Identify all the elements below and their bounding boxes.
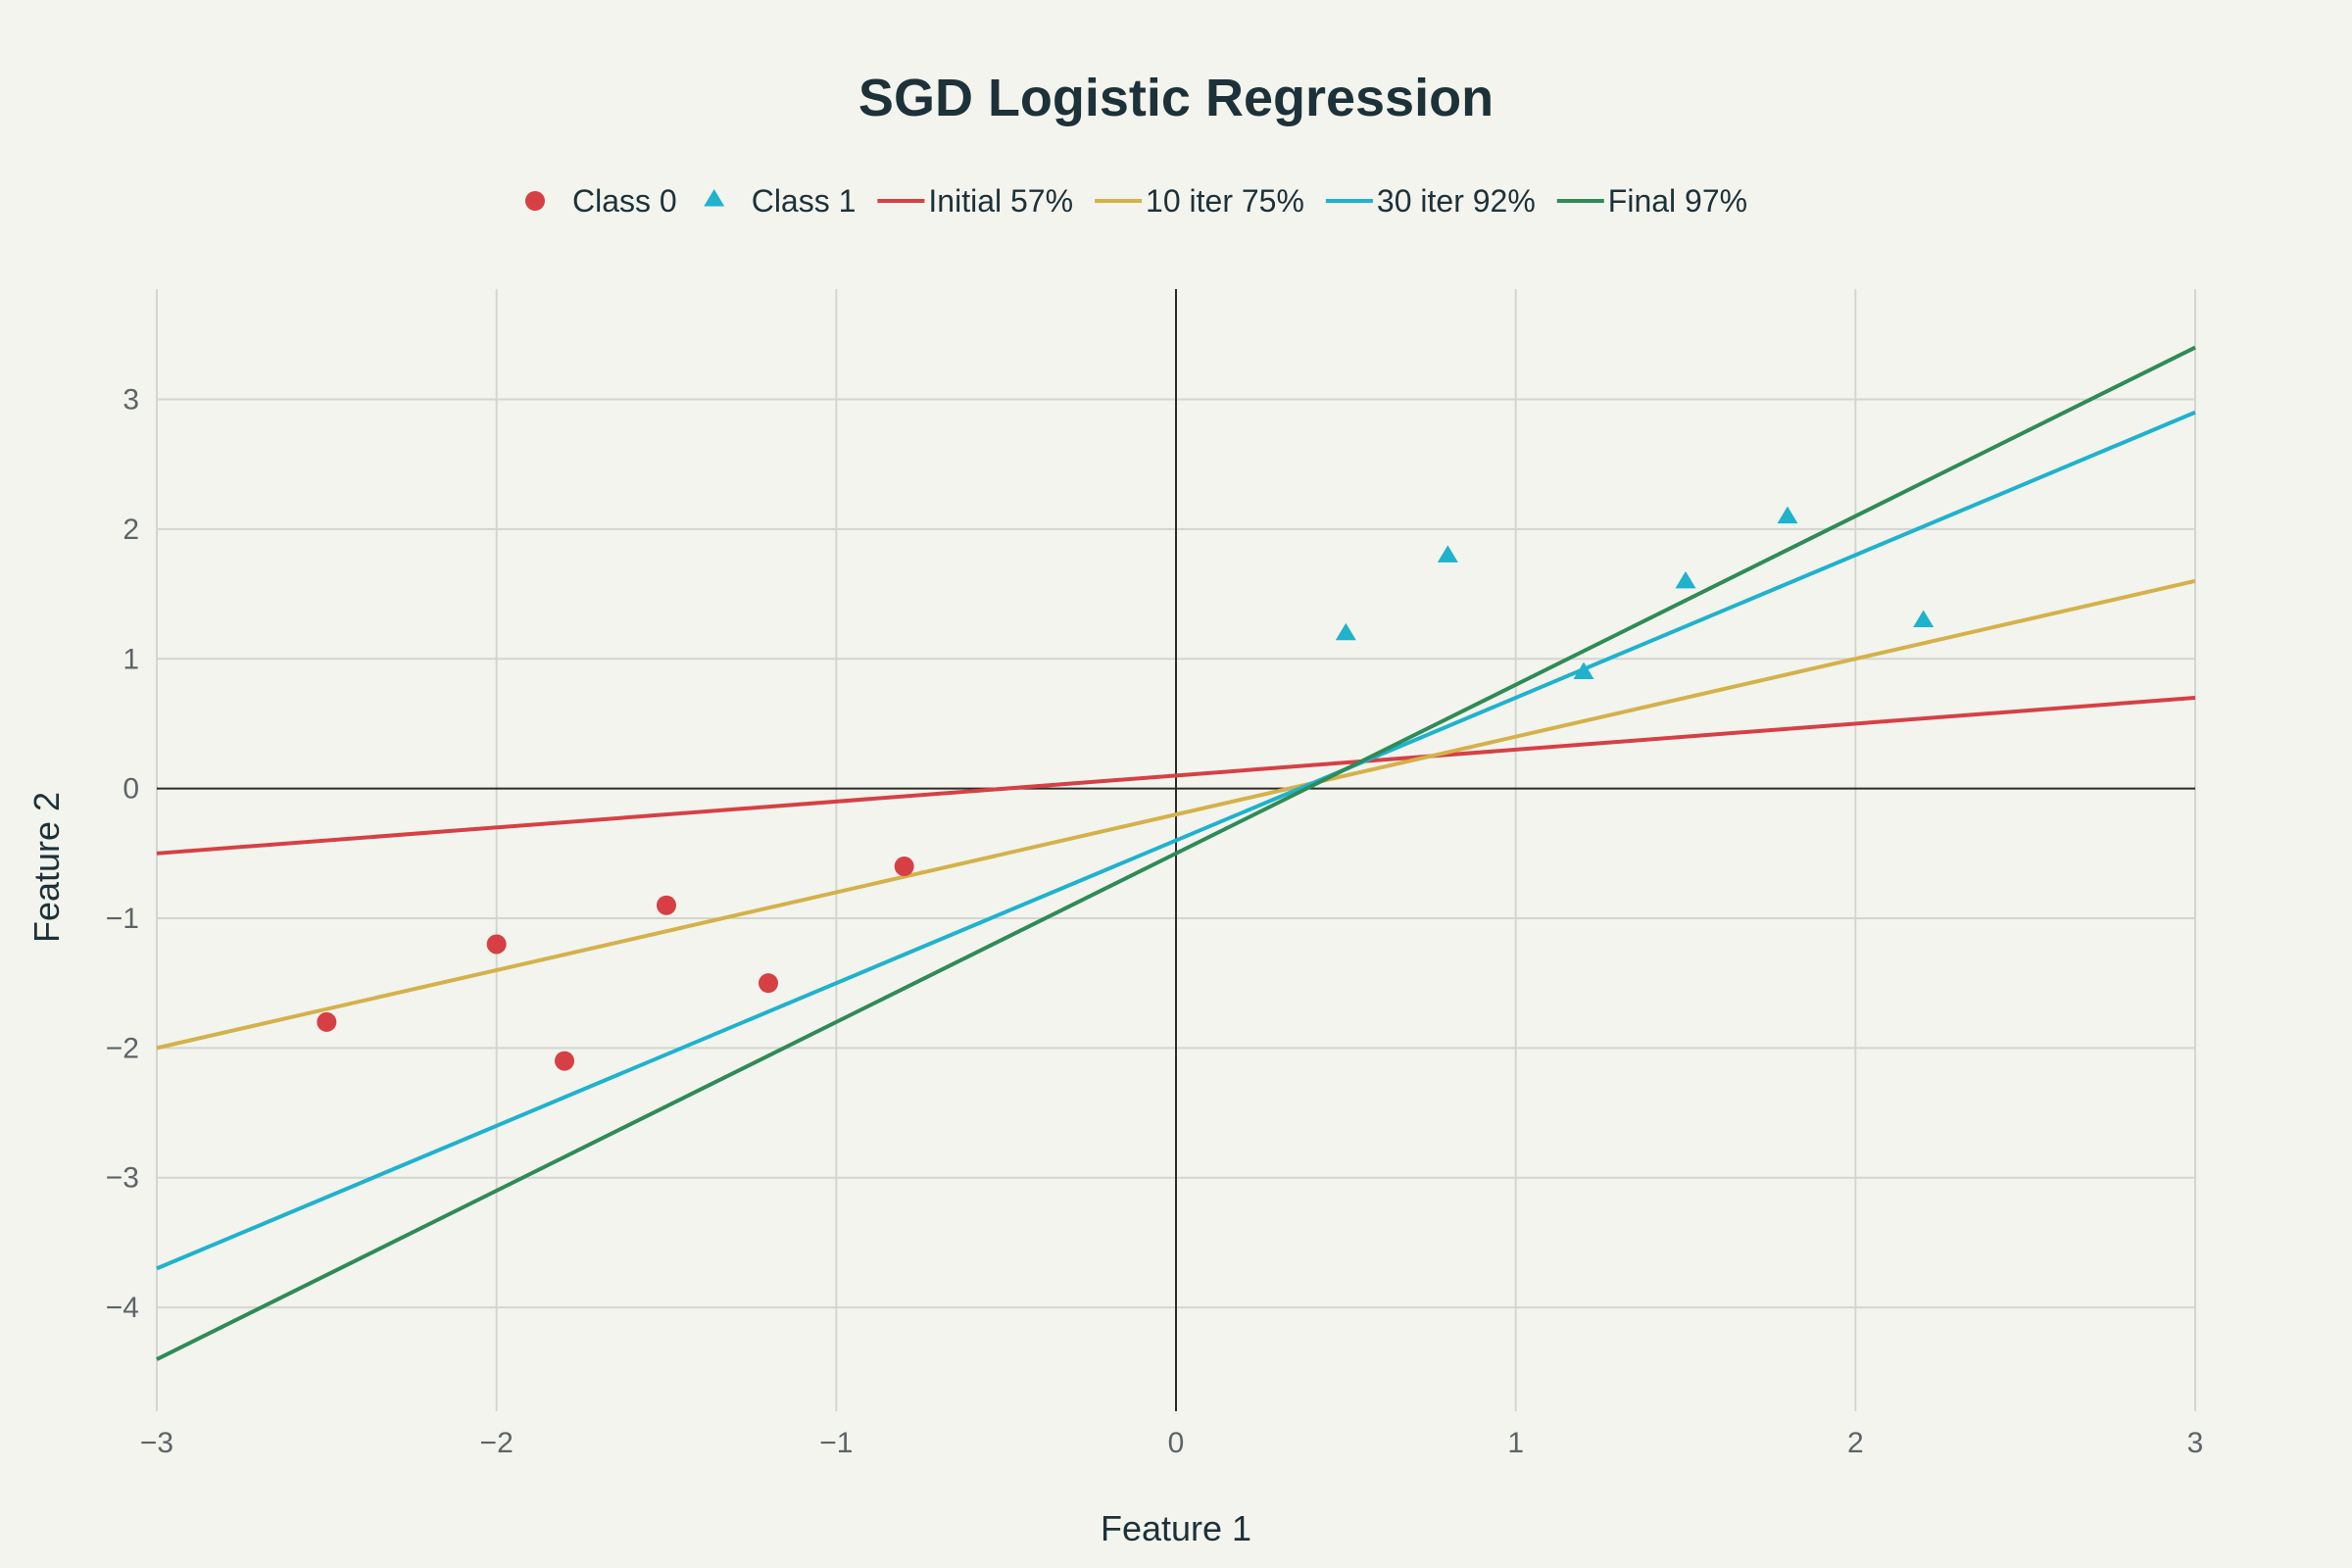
y-tick-label: 3	[122, 384, 139, 416]
legend: Class 0 Class 1 Initial 57% 10 iter 75% 30 i…	[525, 183, 1747, 219]
y-tick-label: 0	[122, 773, 139, 806]
x-tick-label: 3	[2187, 1427, 2204, 1459]
legend-label: Class 0	[572, 183, 677, 219]
chart-title: SGD Logistic Regression	[858, 69, 1494, 127]
x-tick-label: −2	[480, 1427, 514, 1459]
class-0-point	[657, 895, 676, 915]
legend-marker-circle	[525, 191, 545, 211]
y-tick-label: −1	[106, 903, 139, 935]
legend-label: Initial 57%	[928, 183, 1073, 219]
x-tick-label: 0	[1168, 1427, 1185, 1459]
legend-item-2[interactable]: Initial 57%	[877, 183, 1073, 219]
series-line-4	[156, 410, 2196, 1271]
class-0-point	[317, 1011, 337, 1032]
y-tick-label: −2	[106, 1032, 139, 1064]
x-axis-title: Feature 1	[1101, 1508, 1251, 1548]
x-tick-label: 1	[1507, 1427, 1524, 1459]
y-tick-label: 2	[122, 514, 139, 546]
legend-label: Final 97%	[1608, 183, 1747, 219]
class-0-point	[486, 934, 507, 955]
y-axis-title: Feature 2	[26, 792, 67, 943]
x-tick-labels: −3 −2 −1 0 1 2 3	[140, 1427, 2203, 1459]
class-1-point	[1913, 610, 1935, 628]
legend-item-3[interactable]: 10 iter 75%	[1095, 183, 1304, 219]
x-tick-label: 2	[1847, 1427, 1864, 1459]
legend-marker-triangle	[704, 189, 725, 207]
y-tick-label: −3	[106, 1162, 139, 1195]
class-1-point	[1573, 662, 1594, 679]
series-lines	[156, 345, 2196, 1361]
legend-item-4[interactable]: 30 iter 92%	[1325, 183, 1536, 219]
class-0-point	[759, 973, 778, 994]
class-0-point	[894, 857, 914, 877]
class-1-point	[1335, 622, 1356, 641]
series-line-2	[156, 695, 2196, 856]
class-1-point	[1675, 570, 1696, 589]
y-tick-labels: −4 −3 −2 −1 0 1 2 3	[106, 384, 139, 1325]
y-tick-label: 1	[122, 643, 139, 675]
class-1-point	[1437, 545, 1458, 563]
x-tick-label: −3	[140, 1427, 173, 1459]
series-line-5	[156, 345, 2196, 1361]
zero-lines	[157, 289, 2195, 1411]
legend-label: 30 iter 92%	[1377, 183, 1536, 219]
series-points	[317, 506, 1935, 1071]
class-1-point	[1777, 506, 1798, 524]
class-0-point	[555, 1051, 574, 1071]
series-line-3	[156, 578, 2196, 1051]
legend-label: Class 1	[752, 183, 857, 219]
x-tick-label: −1	[819, 1427, 853, 1459]
legend-item-1[interactable]: Class 1	[704, 183, 856, 219]
legend-item-0[interactable]: Class 0	[525, 183, 677, 219]
y-tick-label: −4	[106, 1292, 139, 1324]
legend-item-5[interactable]: Final 97%	[1556, 183, 1747, 219]
legend-label: 10 iter 75%	[1146, 183, 1304, 219]
